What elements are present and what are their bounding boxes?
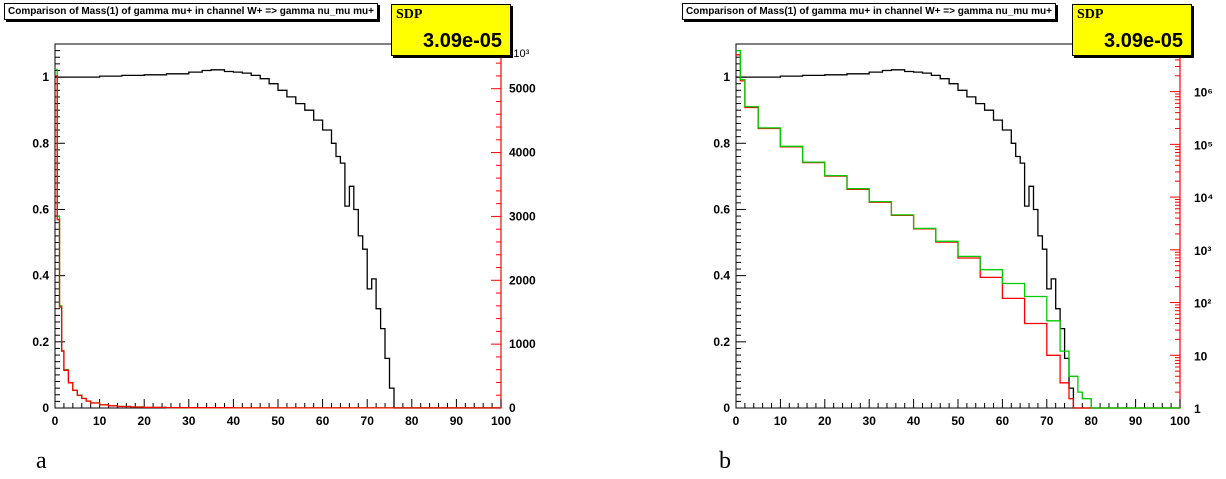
x-tick-label: 30	[182, 414, 196, 428]
x-tick-label: 40	[907, 414, 921, 428]
x-tick-label: 20	[138, 414, 152, 428]
y2-exponent-label: ×10³	[507, 48, 530, 60]
x-tick-label: 60	[316, 414, 330, 428]
y2-tick-label: 10⁵	[1194, 138, 1213, 152]
series-line-left	[55, 69, 501, 409]
x-tick-label: 10	[93, 414, 107, 428]
series-line-right	[736, 54, 1180, 409]
x-tick-label: 50	[951, 414, 965, 428]
panel-caption: a	[36, 448, 47, 474]
y2-tick-label: 10	[1194, 349, 1208, 363]
plot-frame	[54, 43, 502, 409]
x-tick-label: 80	[405, 414, 419, 428]
y-tick-label: 0.6	[32, 202, 49, 216]
stat-value: 3.09e-05	[1104, 30, 1183, 52]
x-tick-label: 30	[863, 414, 877, 428]
x-tick-label: 90	[1129, 414, 1143, 428]
y2-tick-label: 1	[1194, 402, 1201, 416]
y-tick-label: 0.4	[713, 269, 730, 283]
x-tick-label: 10	[774, 414, 788, 428]
y2-tick-label: 5000	[509, 82, 536, 96]
x-tick-label: 100	[1170, 414, 1190, 428]
y-tick-label: 0.8	[713, 136, 730, 150]
chart-panel-b: 0 10 20 30 40 50 60 70 80 90 100 0 0.2 0.4 0.6 0.8 1 1 10 1…	[613, 0, 1226, 479]
stat-value: 3.09e-05	[423, 30, 502, 52]
y-tick-label: 1	[723, 70, 730, 84]
y-tick-label: 0.6	[713, 202, 730, 216]
y-tick-label: 1	[42, 70, 49, 84]
series-line-right	[55, 75, 502, 409]
chart-svg: 0 10 20 30 40 50 60 70 80 90 10000.20.40.60.810100…	[32, 43, 536, 428]
x-tick-label: 50	[271, 414, 285, 428]
x-tick-label: 40	[227, 414, 241, 428]
y2-tick-label: 0	[509, 401, 516, 415]
x-tick-label: 100	[491, 414, 511, 428]
y-tick-label: 0	[723, 401, 730, 415]
panel-caption: b	[719, 448, 731, 474]
plot-frame	[735, 43, 1181, 409]
y2-tick-label: 4000	[509, 146, 536, 160]
y-tick-label: 0.4	[32, 269, 49, 283]
y2-tick-label: 3000	[509, 209, 536, 223]
stat-box: SDP 3.09e-05	[1072, 4, 1192, 56]
stat-label: SDP	[396, 7, 423, 22]
x-tick-label: 0	[52, 414, 59, 428]
chart-panel-a: 0 10 20 30 40 50 60 70 80 90 100 0 0.2 0.4 0.6 0.8 1 0 100…	[4, 3, 536, 474]
y2-tick-label: 10⁴	[1194, 191, 1213, 205]
y2-tick-label: 10³	[1194, 244, 1211, 258]
x-tick-label: 80	[1085, 414, 1099, 428]
chart-title: Comparison of Mass(1) of gamma mu+ in ch…	[682, 3, 1056, 20]
y-tick-label: 0.2	[713, 335, 730, 349]
series-line-right	[55, 68, 502, 409]
y-tick-label: 0.2	[32, 335, 49, 349]
series-line-left	[736, 69, 1180, 409]
stat-box: SDP 3.09e-05	[391, 4, 511, 56]
stat-label: SDP	[1077, 7, 1104, 22]
chart-title: Comparison of Mass(1) of gamma mu+ in ch…	[4, 3, 378, 20]
y2-tick-label: 2000	[509, 273, 536, 287]
y2-tick-label: 10⁶	[1194, 86, 1213, 100]
chart-svg: 0 10 20 30 40 50 60 70 80 90 100 0 0.2 0.4 0.6 0.8 1 1 10 1…	[713, 43, 1213, 428]
x-tick-label: 70	[361, 414, 375, 428]
y-tick-label: 0.8	[32, 136, 49, 150]
y2-tick-label: 1000	[509, 337, 536, 351]
x-tick-label: 60	[996, 414, 1010, 428]
x-tick-label: 70	[1040, 414, 1054, 428]
x-tick-label: 0	[733, 414, 740, 428]
x-tick-label: 20	[818, 414, 832, 428]
y2-tick-label: 10²	[1194, 297, 1211, 311]
series-line-right	[736, 49, 1180, 409]
y-tick-label: 0	[42, 401, 49, 415]
x-tick-label: 90	[450, 414, 464, 428]
